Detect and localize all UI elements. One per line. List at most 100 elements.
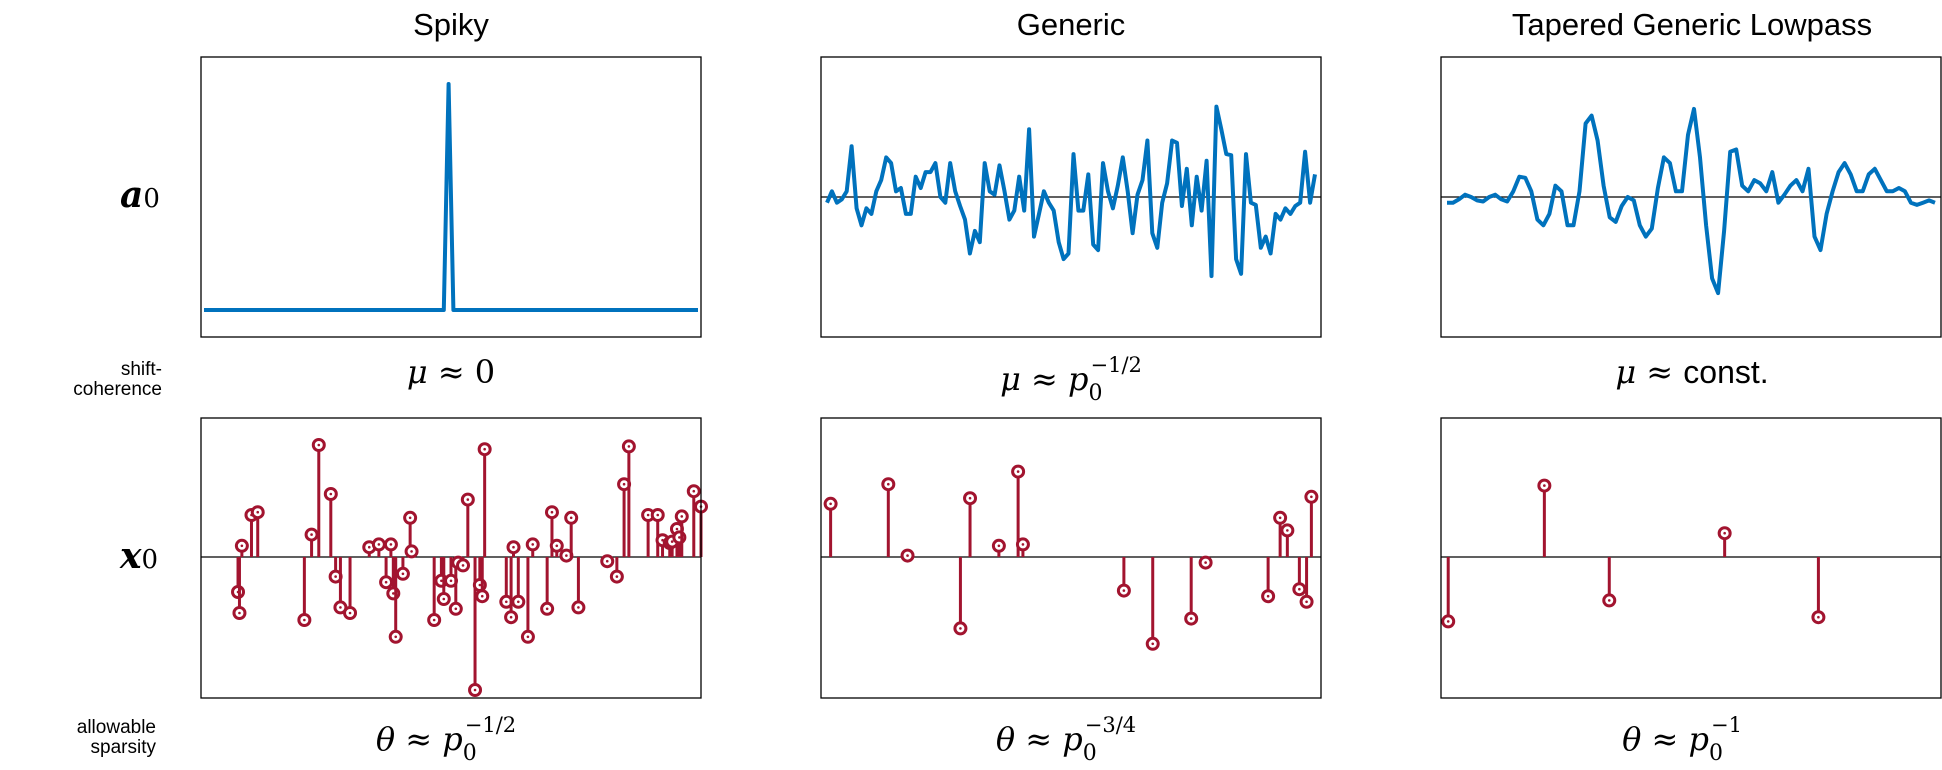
coherence-formula-generic-base: p: [1068, 360, 1088, 398]
sparsity-formula-generic: θ ≈ p0 −3/4: [996, 713, 1136, 766]
stem-marker-dot: [675, 527, 679, 531]
row-label-x0-subscript: 0: [141, 545, 158, 575]
panel-tapered-a0: [1440, 56, 1942, 338]
stem-marker-dot: [997, 544, 1001, 548]
stem-marker-dot: [1305, 600, 1308, 604]
stem-marker-dot: [1204, 561, 1207, 564]
stem-marker-dot: [1016, 470, 1020, 473]
sparsity-formula-tapered: θ ≈ p0 −1: [1622, 713, 1742, 766]
stem-marker-dot: [887, 482, 890, 486]
row-label-x0: x0: [119, 535, 158, 577]
panel-frame: [820, 417, 1322, 699]
column-title-generic: Generic: [1017, 7, 1126, 42]
stem-marker-dot: [577, 606, 580, 609]
stem-marker-dot: [1286, 529, 1289, 532]
row-label-a0-subscript: 0: [143, 184, 160, 214]
shift-coherence-label-line2: coherence: [73, 379, 162, 400]
stem-marker-dot: [238, 611, 241, 615]
stem-marker-dot: [377, 543, 381, 546]
coherence-formula-tapered-value: const.: [1683, 354, 1768, 390]
coherence-formula-generic-sub: 0: [1089, 381, 1103, 406]
panel-tapered-x0: [1440, 417, 1942, 699]
sparsity-formula-spiky: θ ≈ p0 −1/2: [376, 713, 516, 766]
stem-marker-dot: [392, 592, 395, 595]
stem-marker-dot: [483, 447, 486, 451]
stem-marker-dot: [959, 627, 962, 630]
panel-spiky-x0: [200, 417, 708, 699]
sparsity-formula-tapered-sup: −1: [1711, 713, 1742, 737]
stem-marker-dot: [454, 607, 458, 611]
stem-marker-dot: [555, 544, 559, 548]
stem-marker-dot: [605, 559, 609, 563]
stem-marker-dot: [531, 543, 535, 546]
row-label-a0-symbol: a: [120, 174, 143, 216]
stem-marker-dot: [1189, 617, 1193, 620]
stem-marker-dot: [334, 575, 337, 578]
sparsity-formula-spiky-sup: −1/2: [465, 713, 516, 737]
shift-coherence-label-line1: shift-: [121, 359, 162, 380]
signal-line: [825, 104, 1317, 279]
signal-line: [1447, 106, 1936, 296]
stem-marker-dot: [615, 575, 619, 578]
stem-marker-dot: [384, 580, 388, 584]
coherence-formula-spiky: μ ≈ 0: [407, 353, 495, 391]
stem-marker-dot: [1723, 531, 1726, 535]
coherence-formula-tapered-lhs: μ ≈: [1615, 353, 1683, 391]
stem-marker-dot: [1543, 484, 1546, 487]
stem-marker-dot: [517, 600, 520, 604]
coherence-formula-spiky-value: 0: [475, 353, 495, 391]
sparsity-formula-spiky-base: p: [442, 720, 462, 758]
coherence-formula-tapered: μ ≈ const.: [1615, 353, 1768, 391]
column-title-spiky: Spiky: [413, 7, 489, 42]
panel-spiky-a0: [200, 56, 702, 338]
panel-frame: [1440, 417, 1942, 699]
panel-frame: [200, 56, 702, 338]
stem-marker-dot: [656, 513, 660, 517]
stem-marker-dot: [569, 516, 573, 520]
stem-marker-dot: [504, 600, 508, 604]
stem-marker-dot: [410, 550, 413, 553]
coherence-formula-generic: μ ≈ p0 −1/2: [1000, 353, 1142, 406]
stem-marker-dot: [339, 606, 342, 609]
stem-marker-dot: [461, 564, 465, 567]
stem-marker-dot: [303, 618, 306, 622]
stem-marker-dot: [240, 544, 244, 548]
stem-marker-dot: [440, 579, 443, 583]
panel-frame: [200, 417, 702, 699]
stem-marker-dot: [670, 540, 674, 543]
sparsity-formula-generic-lhs: θ ≈: [996, 720, 1062, 758]
stem-marker-dot: [1817, 615, 1820, 619]
stem-marker-dot: [509, 615, 513, 619]
allowable-sparsity-label-line1: allowable: [77, 717, 156, 738]
stem-marker-dot: [680, 515, 684, 518]
panel-frame: [1440, 56, 1942, 338]
sparsity-formula-tapered-lhs: θ ≈: [1622, 720, 1688, 758]
stem-marker-dot: [401, 572, 405, 576]
stem-marker-dot: [1266, 594, 1270, 598]
sparsity-formula-spiky-lhs: θ ≈: [376, 720, 442, 758]
stem-marker-dot: [906, 554, 909, 557]
stem-marker-dot: [478, 583, 482, 587]
stem-marker-dot: [1607, 599, 1611, 602]
stem-marker-dot: [317, 443, 321, 447]
stem-marker-dot: [389, 543, 393, 546]
column-title-tapered-generic-lowpass: Tapered Generic Lowpass: [1512, 7, 1872, 42]
sparsity-formula-generic-sub: 0: [1083, 741, 1097, 766]
stem-marker-dot: [968, 496, 972, 500]
stem-marker-dot: [1446, 620, 1450, 623]
stem-marker-dot: [646, 513, 650, 517]
stem-marker-dot: [256, 510, 260, 514]
stem-marker-dot: [408, 516, 412, 520]
coherence-formula-spiky-lhs: μ ≈: [407, 353, 475, 391]
stem-marker-dot: [310, 533, 313, 536]
stem-marker-dot: [550, 510, 554, 514]
coherence-formula-generic-lhs: μ ≈: [1000, 360, 1068, 398]
signal-line: [204, 82, 698, 312]
sparsity-formula-spiky-sub: 0: [463, 741, 477, 766]
stem-marker-dot: [692, 489, 696, 493]
sparsity-formula-tapered-base: p: [1688, 720, 1708, 758]
stem-marker-dot: [394, 635, 398, 639]
stem-marker-dot: [627, 445, 631, 448]
stem-marker-dot: [565, 554, 568, 557]
